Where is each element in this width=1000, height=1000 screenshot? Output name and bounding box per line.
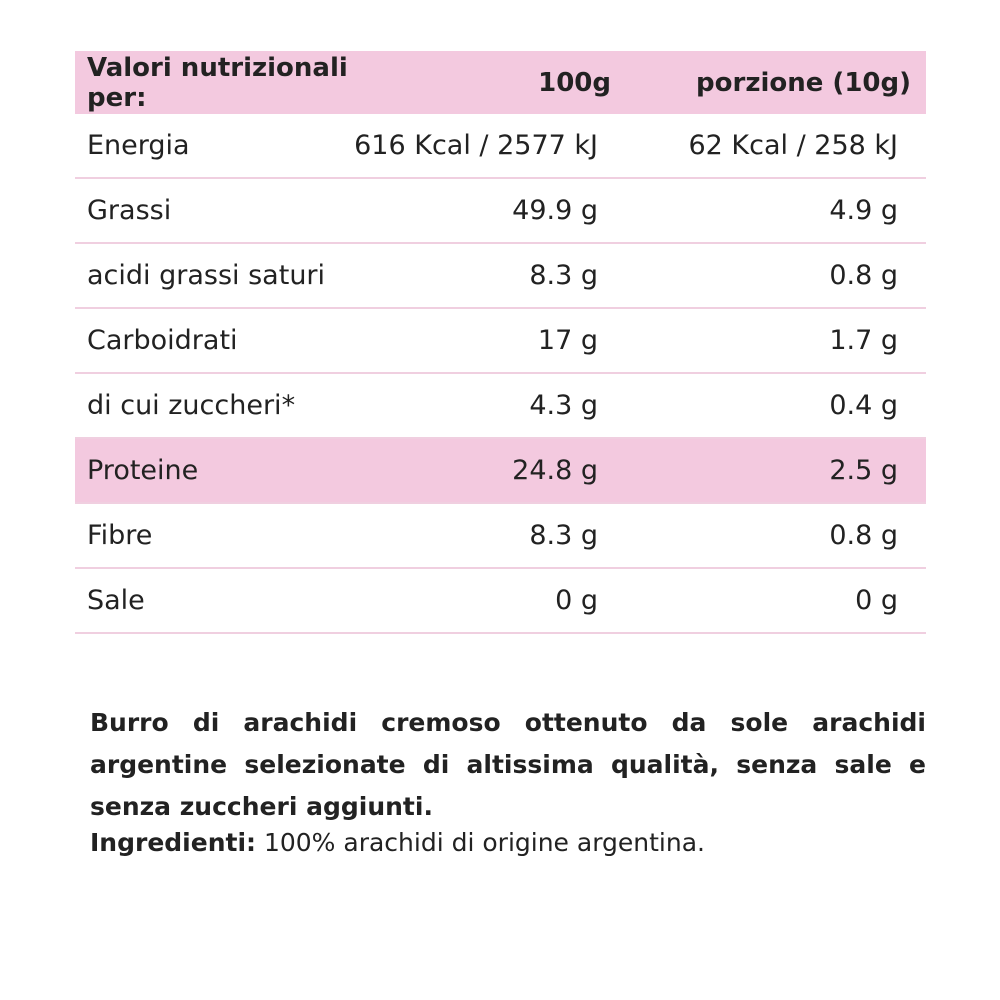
cell: 4.9 g <box>829 195 898 226</box>
nutrition-table: Valori nutrizionali per: 100g porzione (10… <box>75 51 926 634</box>
ingredients-text: 100% arachidi di origine argentina. <box>263 828 705 857</box>
table-row: Fibre 8.3 g 0.8 g <box>75 504 926 569</box>
table-row: Proteine 24.8 g 2.5 g <box>75 439 926 504</box>
table-row: acidi grassi saturi 8.3 g 0.8 g <box>75 244 926 309</box>
table-row: Grassi 49.9 g 4.9 g <box>75 179 926 244</box>
cell: Grassi <box>87 195 172 226</box>
cell: 49.9 g <box>512 195 598 226</box>
cell: 4.3 g <box>529 390 598 421</box>
cell: 62 Kcal / 258 kJ <box>688 130 898 161</box>
cell: 616 Kcal / 2577 kJ <box>354 130 598 161</box>
cell: 8.3 g <box>529 260 598 291</box>
table-row: Carboidrati 17 g 1.7 g <box>75 309 926 374</box>
cell: porzione (10g) <box>696 67 911 98</box>
cell: 0 g <box>555 585 598 616</box>
cell: 100g <box>538 67 611 98</box>
cell: 24.8 g <box>512 455 598 486</box>
table-row: Energia 616 Kcal / 2577 kJ 62 Kcal / 258 k… <box>75 114 926 179</box>
cell: 8.3 g <box>529 520 598 551</box>
cell: Fibre <box>87 520 153 551</box>
cell: 0.4 g <box>829 390 898 421</box>
cell: acidi grassi saturi <box>87 260 326 291</box>
table-row: Valori nutrizionali per: 100g porzione (10… <box>75 51 926 114</box>
table-row: Sale 0 g 0 g <box>75 569 926 634</box>
description: Burro di arachidi cremoso ottenuto da so… <box>90 708 926 821</box>
table-row: di cui zuccheri* 4.3 g 0.4 g <box>75 374 926 439</box>
cell: di cui zuccheri* <box>87 390 296 421</box>
cell: 0.8 g <box>829 520 898 551</box>
cell: 0.8 g <box>829 260 898 291</box>
cell: Energia <box>87 130 190 161</box>
cell: 1.7 g <box>829 325 898 356</box>
cell: Proteine <box>87 455 199 486</box>
cell: Valori nutrizionali per: <box>87 52 348 113</box>
ingredients: Ingredienti: 100% arachidi di origine ar… <box>90 828 705 857</box>
cell: 2.5 g <box>829 455 898 486</box>
cell: Carboidrati <box>87 325 238 356</box>
cell: 0 g <box>855 585 898 616</box>
cell: 17 g <box>537 325 598 356</box>
ingredients-label: Ingredienti: <box>90 828 257 857</box>
cell: Sale <box>87 585 145 616</box>
